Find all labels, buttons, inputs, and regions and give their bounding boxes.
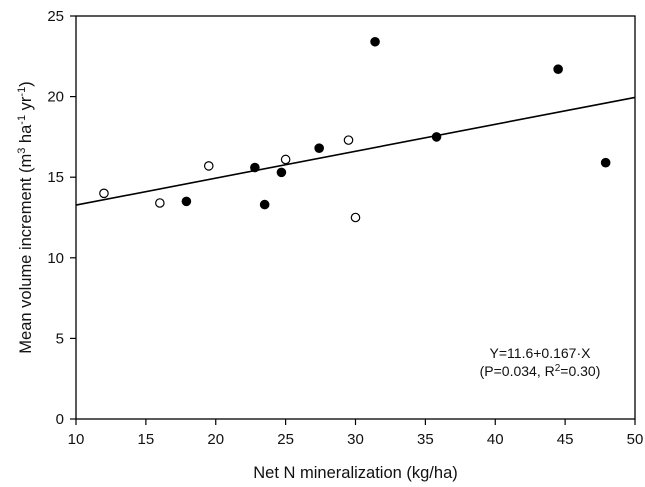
regression-stats: (P=0.034, R2=0.30) bbox=[480, 363, 601, 379]
x-tick-label: 45 bbox=[557, 431, 574, 448]
x-tick-label: 50 bbox=[627, 431, 644, 448]
y-tick-label: 10 bbox=[47, 250, 64, 267]
regression-equation: Y=11.6+0.167·X bbox=[490, 345, 592, 361]
x-axis-title: Net N mineralization (kg/ha) bbox=[253, 464, 458, 482]
open-data-point bbox=[155, 198, 165, 208]
filled-data-point bbox=[276, 167, 287, 178]
open-data-point bbox=[280, 154, 291, 165]
filled-data-point bbox=[431, 132, 442, 142]
y-tick-label: 0 bbox=[56, 411, 64, 428]
y-tick-label: 5 bbox=[56, 330, 64, 347]
y-axis-title: Mean volume increment (m3 ha-1 yr-1) bbox=[16, 81, 35, 353]
x-tick-label: 10 bbox=[68, 431, 85, 448]
data-points bbox=[99, 36, 611, 223]
x-tick-label: 15 bbox=[138, 431, 155, 448]
x-tick-label: 20 bbox=[207, 431, 224, 448]
filled-data-point bbox=[181, 196, 192, 207]
regression-line bbox=[75, 96, 636, 206]
filled-data-point bbox=[370, 36, 380, 47]
x-tick-label: 40 bbox=[487, 431, 504, 448]
x-tick-label: 30 bbox=[347, 431, 364, 448]
filled-data-point bbox=[553, 64, 563, 74]
x-tick-label: 35 bbox=[417, 431, 434, 448]
open-data-point bbox=[203, 161, 214, 171]
filled-data-point bbox=[314, 143, 324, 153]
y-tick-label: 25 bbox=[47, 8, 64, 25]
open-data-point bbox=[99, 188, 109, 199]
filled-data-point bbox=[259, 199, 270, 210]
y-axis-ticks: 0 5 10 15 20 25 bbox=[47, 8, 76, 428]
open-data-point bbox=[343, 135, 354, 145]
x-axis-ticks: 10 15 20 25 30 35 40 45 50 bbox=[68, 419, 644, 448]
y-tick-label: 20 bbox=[47, 89, 64, 106]
y-tick-label: 15 bbox=[47, 169, 64, 186]
filled-data-point bbox=[600, 157, 611, 168]
open-data-point bbox=[350, 212, 361, 223]
x-tick-label: 25 bbox=[277, 431, 294, 448]
filled-data-point bbox=[250, 162, 260, 173]
